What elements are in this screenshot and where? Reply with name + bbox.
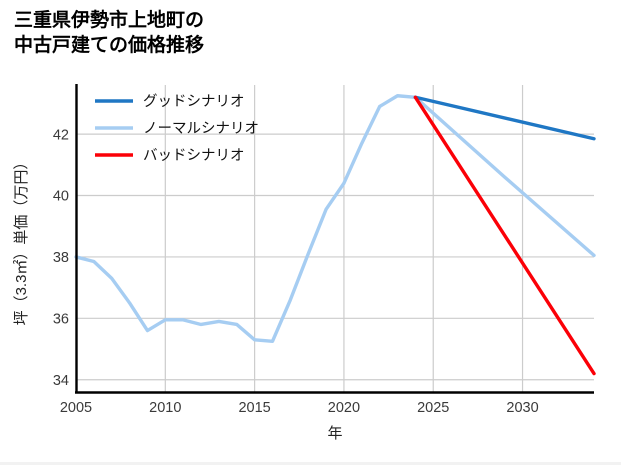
page-title: 三重県伊勢市上地町の 中古戸建ての価格推移: [14, 10, 205, 57]
x-axis-title: 年: [327, 425, 342, 442]
series-lines: [74, 94, 596, 376]
y-tick-label: 40: [53, 189, 69, 205]
x-tick-label: 2020: [328, 400, 360, 416]
x-axis-tick-labels: 2005 2010 2015 2020 2025 2030: [60, 400, 539, 416]
y-tick-label: 36: [53, 312, 69, 328]
x-tick-label: 2015: [238, 400, 270, 416]
y-tick-label: 42: [53, 127, 69, 143]
x-tick-label: 2005: [60, 400, 92, 416]
y-tick-label: 38: [53, 250, 69, 266]
x-tick-label: 2010: [149, 400, 181, 416]
y-axis-title: 坪（3.3㎡）単価（万円）: [13, 155, 30, 326]
legend-label-0: グッドシナリオ: [143, 93, 245, 110]
series-line-normal: [74, 94, 596, 344]
legend-label-2: バッドシナリオ: [143, 148, 245, 164]
y-tick-label: 34: [53, 373, 69, 389]
series-line-bad: [413, 95, 596, 376]
bottom-divider: [0, 462, 621, 465]
legend-label-1: ノーマルシナリオ: [143, 121, 259, 137]
x-tick-label: 2025: [417, 400, 449, 416]
x-tick-label: 2030: [506, 400, 538, 416]
series-line-good: [413, 95, 596, 141]
y-axis-tick-labels: 34 36 38 40 42: [53, 127, 69, 389]
